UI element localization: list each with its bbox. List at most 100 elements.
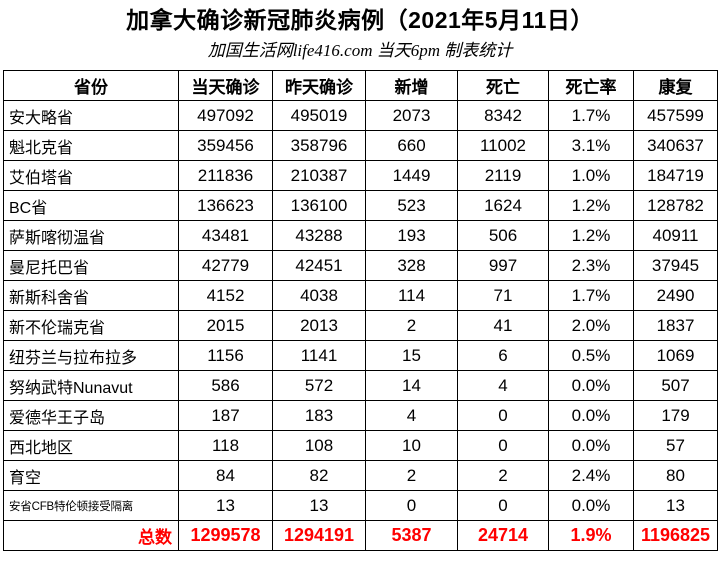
total-value-cell: 1299578 xyxy=(178,520,273,551)
table-row: 爱德华王子岛 187 183 4 0 0.0% 179 xyxy=(3,400,718,431)
page-subtitle: 加国生活网life416.com 当天6pm 制表统计 xyxy=(207,41,513,60)
value-cell: 1.7% xyxy=(548,100,634,131)
table-row: BC省 136623 136100 523 1624 1.2% 128782 xyxy=(3,190,718,221)
value-cell: 0 xyxy=(457,490,549,521)
value-cell: 660 xyxy=(365,130,458,161)
province-cell: 艾伯塔省 xyxy=(3,160,179,191)
value-cell: 0.0% xyxy=(548,490,634,521)
value-cell: 2073 xyxy=(365,100,458,131)
value-cell: 179 xyxy=(633,400,718,431)
value-cell: 572 xyxy=(272,370,366,401)
column-header-new-cases: 新增 xyxy=(365,70,458,101)
value-cell: 2 xyxy=(457,460,549,491)
value-cell: 507 xyxy=(633,370,718,401)
table-row: 新不伦瑞克省 2015 2013 2 41 2.0% 1837 xyxy=(3,310,718,341)
table-row: 新斯科舍省 4152 4038 114 71 1.7% 2490 xyxy=(3,280,718,311)
value-cell: 42451 xyxy=(272,250,366,281)
value-cell: 43288 xyxy=(272,220,366,251)
value-cell: 2.3% xyxy=(548,250,634,281)
table-row: 努纳武特Nunavut 586 572 14 4 0.0% 507 xyxy=(3,370,718,401)
value-cell: 0 xyxy=(457,430,549,461)
value-cell: 13 xyxy=(272,490,366,521)
value-cell: 328 xyxy=(365,250,458,281)
header-row: 省份 当天确诊 昨天确诊 新增 死亡 死亡率 康复 xyxy=(3,70,718,101)
value-cell: 2 xyxy=(365,460,458,491)
province-cell: 努纳武特Nunavut xyxy=(3,370,179,401)
value-cell: 128782 xyxy=(633,190,718,221)
value-cell: 40911 xyxy=(633,220,718,251)
column-header-today-confirmed: 当天确诊 xyxy=(178,70,273,101)
value-cell: 358796 xyxy=(272,130,366,161)
province-cell: 安大略省 xyxy=(3,100,179,131)
value-cell: 2 xyxy=(365,310,458,341)
value-cell: 1.0% xyxy=(548,160,634,191)
value-cell: 1449 xyxy=(365,160,458,191)
column-header-death-rate: 死亡率 xyxy=(548,70,634,101)
value-cell: 187 xyxy=(178,400,273,431)
value-cell: 1.7% xyxy=(548,280,634,311)
value-cell: 457599 xyxy=(633,100,718,131)
value-cell: 13 xyxy=(178,490,273,521)
value-cell: 1156 xyxy=(178,340,273,371)
value-cell: 6 xyxy=(457,340,549,371)
value-cell: 2.0% xyxy=(548,310,634,341)
table-row: 艾伯塔省 211836 210387 1449 2119 1.0% 184719 xyxy=(3,160,718,191)
value-cell: 136623 xyxy=(178,190,273,221)
value-cell: 42779 xyxy=(178,250,273,281)
table-row: 魁北克省 359456 358796 660 11002 3.1% 340637 xyxy=(3,130,718,161)
total-row: 总数 1299578 1294191 5387 24714 1.9% 11968… xyxy=(3,520,718,551)
value-cell: 506 xyxy=(457,220,549,251)
value-cell: 0.5% xyxy=(548,340,634,371)
value-cell: 0.0% xyxy=(548,370,634,401)
value-cell: 1837 xyxy=(633,310,718,341)
table-row: 纽芬兰与拉布拉多 1156 1141 15 6 0.5% 1069 xyxy=(3,340,718,371)
table-row: 萨斯喀彻温省 43481 43288 193 506 1.2% 40911 xyxy=(3,220,718,251)
value-cell: 41 xyxy=(457,310,549,341)
total-value-cell: 24714 xyxy=(457,520,549,551)
value-cell: 1.2% xyxy=(548,220,634,251)
total-value-cell: 1196825 xyxy=(633,520,718,551)
province-cell: 萨斯喀彻温省 xyxy=(3,220,179,251)
value-cell: 2.4% xyxy=(548,460,634,491)
province-cell: 纽芬兰与拉布拉多 xyxy=(3,340,179,371)
value-cell: 2015 xyxy=(178,310,273,341)
province-cell: 爱德华王子岛 xyxy=(3,400,179,431)
value-cell: 37945 xyxy=(633,250,718,281)
value-cell: 210387 xyxy=(272,160,366,191)
value-cell: 495019 xyxy=(272,100,366,131)
value-cell: 80 xyxy=(633,460,718,491)
province-cell: 育空 xyxy=(3,460,179,491)
value-cell: 10 xyxy=(365,430,458,461)
value-cell: 2013 xyxy=(272,310,366,341)
value-cell: 4 xyxy=(457,370,549,401)
value-cell: 71 xyxy=(457,280,549,311)
value-cell: 2119 xyxy=(457,160,549,191)
table-row: 西北地区 118 108 10 0 0.0% 57 xyxy=(3,430,718,461)
value-cell: 1141 xyxy=(272,340,366,371)
column-header-recovered: 康复 xyxy=(633,70,718,101)
value-cell: 114 xyxy=(365,280,458,311)
value-cell: 359456 xyxy=(178,130,273,161)
province-cell: 安省CFB特伦顿接受隔离 xyxy=(3,490,179,521)
value-cell: 523 xyxy=(365,190,458,221)
value-cell: 2490 xyxy=(633,280,718,311)
value-cell: 43481 xyxy=(178,220,273,251)
province-cell: 曼尼托巴省 xyxy=(3,250,179,281)
value-cell: 1624 xyxy=(457,190,549,221)
value-cell: 8342 xyxy=(457,100,549,131)
table-row: 育空 84 82 2 2 2.4% 80 xyxy=(3,460,718,491)
total-value-cell: 5387 xyxy=(365,520,458,551)
value-cell: 4152 xyxy=(178,280,273,311)
value-cell: 14 xyxy=(365,370,458,401)
value-cell: 0.0% xyxy=(548,430,634,461)
province-cell: 西北地区 xyxy=(3,430,179,461)
value-cell: 0 xyxy=(457,400,549,431)
value-cell: 15 xyxy=(365,340,458,371)
page-title: 加拿大确诊新冠肺炎病例（2021年5月11日） xyxy=(126,7,594,33)
value-cell: 184719 xyxy=(633,160,718,191)
value-cell: 4 xyxy=(365,400,458,431)
value-cell: 1069 xyxy=(633,340,718,371)
value-cell: 497092 xyxy=(178,100,273,131)
value-cell: 118 xyxy=(178,430,273,461)
